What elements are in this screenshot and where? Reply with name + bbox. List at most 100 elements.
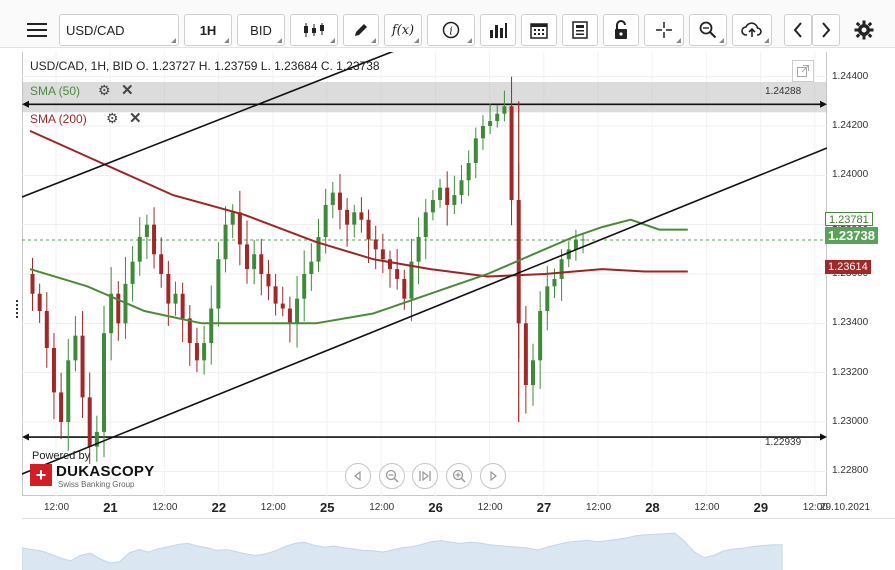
candle-body	[273, 286, 278, 304]
price-tick-label: 1.24000	[832, 169, 869, 181]
sma200-line	[29, 129, 688, 278]
scroll-left-button[interactable]	[345, 463, 371, 489]
info-icon: i	[442, 21, 460, 39]
sma200-remove-icon[interactable]: ✕	[129, 110, 142, 127]
zoom-in-icon	[452, 469, 466, 483]
candle-body	[388, 259, 392, 270]
sma50-price-tag: 1.23781	[825, 212, 873, 226]
side-label: BID	[250, 22, 272, 38]
lock-button[interactable]	[603, 14, 639, 46]
candle-body	[309, 261, 314, 274]
candle-body	[152, 224, 157, 255]
function-label: f(x)	[391, 22, 415, 38]
candle-body	[395, 269, 400, 279]
volume-button[interactable]	[480, 14, 516, 46]
zoom-in-button[interactable]	[446, 463, 472, 489]
candle-body	[223, 224, 228, 260]
menu-button[interactable]	[20, 14, 54, 46]
candles-icon	[304, 23, 324, 37]
expand-button[interactable]	[792, 60, 814, 82]
info-button[interactable]: i	[427, 14, 475, 46]
candle-body	[466, 163, 471, 181]
crosshair-button[interactable]	[644, 14, 684, 46]
candle-body	[237, 212, 242, 245]
lower-line-label: 1.22939	[765, 437, 802, 448]
candle-body	[202, 343, 207, 361]
sma200-settings-icon[interactable]: ⚙	[106, 110, 119, 126]
candlestick-chart[interactable]	[22, 52, 827, 496]
line-arrow-right	[820, 100, 827, 108]
reset-view-icon	[419, 470, 431, 482]
panel-resize-handle[interactable]	[16, 300, 20, 318]
upper-trend-line	[22, 52, 394, 198]
calendar-button[interactable]	[521, 14, 557, 46]
sma50-remove-icon[interactable]: ✕	[121, 82, 134, 99]
time-tick-label: 26	[428, 500, 443, 515]
candle-body	[323, 204, 328, 237]
candle-body	[573, 239, 578, 250]
time-tick-label: 12:00	[44, 502, 70, 513]
candle-body	[473, 138, 478, 163]
zoom-out-button[interactable]	[379, 463, 405, 489]
candle-body	[73, 335, 78, 361]
candle-body	[409, 261, 414, 299]
candle-body	[538, 311, 543, 361]
price-tick-label: 1.23000	[832, 416, 869, 427]
indicators-button[interactable]: f(x)	[384, 14, 422, 46]
settings-button[interactable]	[848, 14, 880, 46]
time-tick-label: 21	[103, 500, 118, 515]
candle-body	[216, 259, 221, 309]
candle-body	[66, 360, 71, 422]
svg-text:i: i	[449, 25, 453, 38]
sma200-price-tag: 1.23614	[825, 260, 871, 274]
candle-body	[423, 212, 428, 237]
symbol-selector[interactable]: USD/CAD	[59, 14, 179, 46]
price-tick-label: 1.22800	[832, 465, 869, 477]
upper-line-label: 1.24288	[765, 86, 802, 97]
share-button[interactable]	[732, 14, 772, 46]
line-arrow-right	[820, 433, 827, 441]
reset-view-button[interactable]	[412, 463, 438, 489]
scroll-right-button[interactable]	[480, 463, 506, 489]
candle-body	[337, 192, 342, 210]
navigator-strip[interactable]	[21, 518, 895, 570]
next-button[interactable]	[812, 14, 840, 46]
sma50-settings-icon[interactable]: ⚙	[98, 82, 111, 98]
prev-button[interactable]	[784, 14, 812, 46]
timeframe-selector[interactable]: 1H	[184, 14, 232, 46]
candle-body	[87, 397, 92, 447]
logo-subtitle: Swiss Banking Group	[58, 480, 135, 489]
candle-body	[44, 311, 49, 348]
lower-trend-line	[22, 147, 827, 475]
time-tick-label: 12:00	[694, 502, 720, 513]
candle-body	[559, 259, 564, 279]
zoom-button[interactable]	[689, 14, 727, 46]
candle-body	[380, 249, 385, 260]
dukascopy-logo-icon: +	[30, 464, 52, 486]
candle-body	[266, 274, 271, 287]
toolbar: USD/CAD 1H BID f(x) i	[0, 0, 895, 48]
candle-body	[259, 254, 264, 274]
candles	[30, 76, 586, 464]
candle-body	[552, 278, 557, 287]
line-arrow-left	[22, 433, 29, 441]
price-axis[interactable]: 1.244001.242001.240001.238001.236001.234…	[827, 52, 895, 496]
side-selector[interactable]: BID	[237, 14, 285, 46]
candle-body	[316, 237, 321, 262]
candle-body	[166, 274, 171, 304]
candle-body	[509, 106, 514, 200]
time-tick-label: 28	[645, 500, 660, 515]
draw-button[interactable]	[343, 14, 379, 46]
candle-body	[352, 212, 357, 225]
candle-body	[230, 212, 235, 225]
candle-body	[245, 244, 249, 270]
news-button[interactable]	[562, 14, 598, 46]
candle-body	[252, 254, 257, 270]
time-axis[interactable]: 12:00 21 12:00 22 12:00 25 12:00 26 12:00 27 12:00…	[22, 496, 870, 518]
price-tick-label: 1.24200	[832, 120, 869, 131]
chart-type-button[interactable]	[290, 14, 338, 46]
news-icon	[572, 21, 588, 39]
time-tick-label: 12:00	[152, 502, 178, 513]
candle-body	[116, 293, 121, 324]
